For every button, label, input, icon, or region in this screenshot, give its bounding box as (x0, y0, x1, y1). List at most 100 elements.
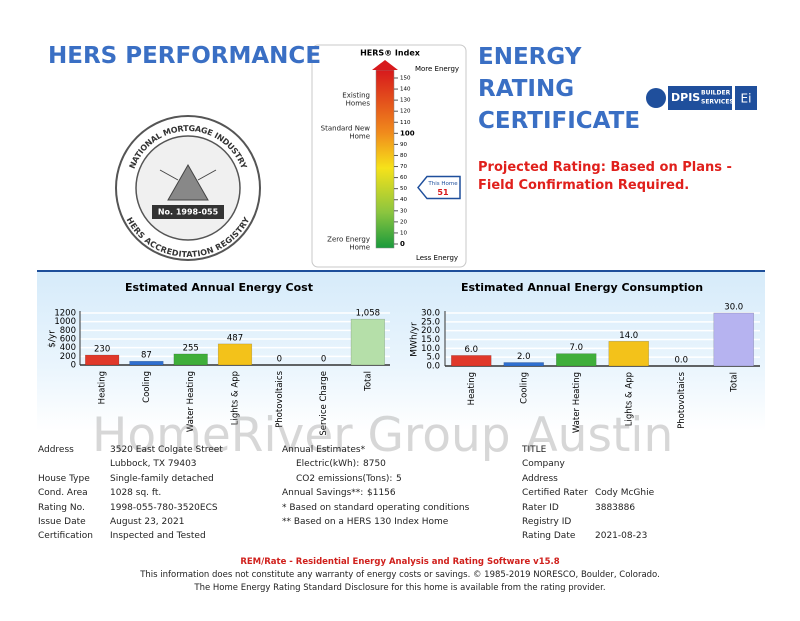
x-tick-label: Water Heating (572, 372, 582, 433)
hers-tick-label: 50 (400, 186, 407, 192)
bar (713, 312, 754, 367)
estimate-label: Electric(kWh): (296, 459, 360, 470)
value-label: 0 (321, 355, 326, 365)
value-label: 30.0 (724, 303, 743, 313)
x-tick-label: Service Charge (319, 371, 329, 436)
x-tick-label: Water Heating (186, 371, 196, 432)
detail-value: Inspected and Tested (110, 531, 206, 542)
value-label: 6.0 (464, 345, 478, 355)
bar (503, 362, 544, 367)
x-tick-label: Photovoltaics (275, 370, 285, 427)
x-tick-label: Cooling (519, 372, 529, 404)
y-tick-label: 1200 (54, 309, 76, 319)
value-label: 87 (141, 351, 152, 361)
estimate-note: ** Based on a HERS 130 Index Home (282, 517, 449, 527)
rater-label: Rating Date (522, 531, 576, 542)
estimate-note: * Based on standard operating conditions (282, 502, 470, 513)
x-tick-label: Cooling (142, 371, 152, 403)
hers-title: HERS® Index (360, 49, 421, 58)
x-tick-label: Lights & App (231, 371, 241, 425)
detail-value: 3520 East Colgate Street (110, 445, 223, 455)
hers-marker-value: 51 (437, 188, 449, 197)
bar (556, 353, 597, 367)
watermark: HomeRiver Group Austin (92, 408, 674, 463)
value-label: 7.0 (569, 343, 583, 353)
x-tick-label: Lights & App (624, 372, 634, 426)
y-axis-label: MWh/yr (410, 322, 420, 357)
rater-label: Certified Rater (522, 488, 588, 499)
bar (173, 353, 208, 366)
value-label: 2.0 (517, 352, 531, 362)
y-tick-label: 0.0 (426, 362, 440, 372)
estimate-label: Annual Savings**: (282, 488, 364, 499)
hers-marker-label: This Home (427, 181, 458, 187)
estimate-value: 8750 (363, 459, 386, 470)
detail-value: 1028 sq. ft. (110, 488, 162, 499)
hers-top-label: More Energy (415, 65, 459, 73)
y-tick-label: 5.0 (426, 353, 440, 363)
x-tick-label: Total (729, 372, 739, 393)
y-tick-label: 1000 (54, 317, 76, 327)
detail-value: August 23, 2021 (110, 517, 185, 527)
right-title: RATING (478, 76, 575, 102)
left-title: HERS PERFORMANCE (48, 43, 322, 69)
y-tick-label: 200 (60, 352, 76, 362)
hers-tick-label: 70 (400, 164, 407, 170)
logo: DPIS BUILDER SERVICES Ei (646, 86, 757, 110)
x-tick-label: Total (363, 371, 373, 392)
seal-plate (152, 205, 224, 219)
rater-value: 2021-08-23 (595, 531, 648, 542)
hers-tick-label: 110 (400, 120, 411, 126)
footer-line: The Home Energy Rating Standard Disclosu… (194, 583, 606, 593)
logo-box (668, 86, 732, 110)
hers-annotation: Zero Energy Home (327, 235, 370, 251)
logo-badge: Ei (741, 92, 752, 106)
estimate-value: $1156 (367, 488, 396, 499)
x-tick-label: Heating (467, 372, 477, 405)
hers-tick-label: 60 (400, 175, 407, 181)
rater-label: Registry ID (522, 517, 572, 527)
hers-tick-label: 120 (400, 109, 411, 115)
hers-tick-label: 0 (400, 240, 405, 248)
hers-marker (417, 175, 461, 200)
detail-label: Issue Date (38, 517, 86, 527)
hers-tick-label: 100 (400, 129, 415, 137)
rater-label: TITLE (522, 445, 547, 455)
y-tick-label: 15.0 (421, 335, 440, 345)
detail-value: Lubbock, TX 79403 (110, 459, 197, 470)
rater-label: Rater ID (522, 502, 559, 513)
x-tick-label: Photovoltaics (677, 371, 687, 428)
y-tick-label: 10.0 (421, 344, 440, 354)
value-label: 255 (183, 343, 199, 353)
chart-title: Estimated Annual Energy Cost (125, 281, 313, 294)
estimates-heading: Annual Estimates* (282, 445, 366, 455)
chart-title: Estimated Annual Energy Consumption (461, 281, 703, 294)
hers-tick-label: 20 (400, 219, 407, 225)
x-tick-label: Heating (98, 371, 108, 404)
detail-label: Cond. Area (38, 488, 88, 499)
bar (129, 360, 164, 366)
logo-line2: SERVICES (701, 99, 734, 106)
right-title: ENERGY (478, 44, 582, 70)
hers-tick-label: 130 (400, 98, 411, 104)
hers-annotation: Existing Homes (342, 91, 370, 108)
logo-badge-box (735, 86, 757, 110)
y-tick-label: 25.0 (421, 317, 440, 327)
detail-label: Rating No. (38, 502, 85, 513)
hers-tick-label: 80 (400, 153, 407, 159)
rater-value: 3883886 (595, 502, 636, 513)
y-tick-label: 30.0 (421, 309, 440, 319)
value-label: 14.0 (619, 331, 638, 341)
rater-value: Cody McGhie (595, 488, 655, 499)
hers-bottom-label: Less Energy (416, 254, 458, 262)
hers-arrow (372, 60, 398, 70)
y-tick-label: 800 (60, 326, 76, 336)
detail-value: 1998-055-780-3520ECS (110, 502, 218, 513)
value-label: 0.0 (674, 356, 688, 366)
y-tick-label: 400 (60, 343, 76, 353)
right-title: CERTIFICATE (478, 108, 641, 134)
hers-tick-label: 10 (400, 230, 407, 236)
footer-line: REM/Rate - Residential Energy Analysis a… (240, 557, 560, 567)
hers-tick-label: 150 (400, 76, 411, 82)
